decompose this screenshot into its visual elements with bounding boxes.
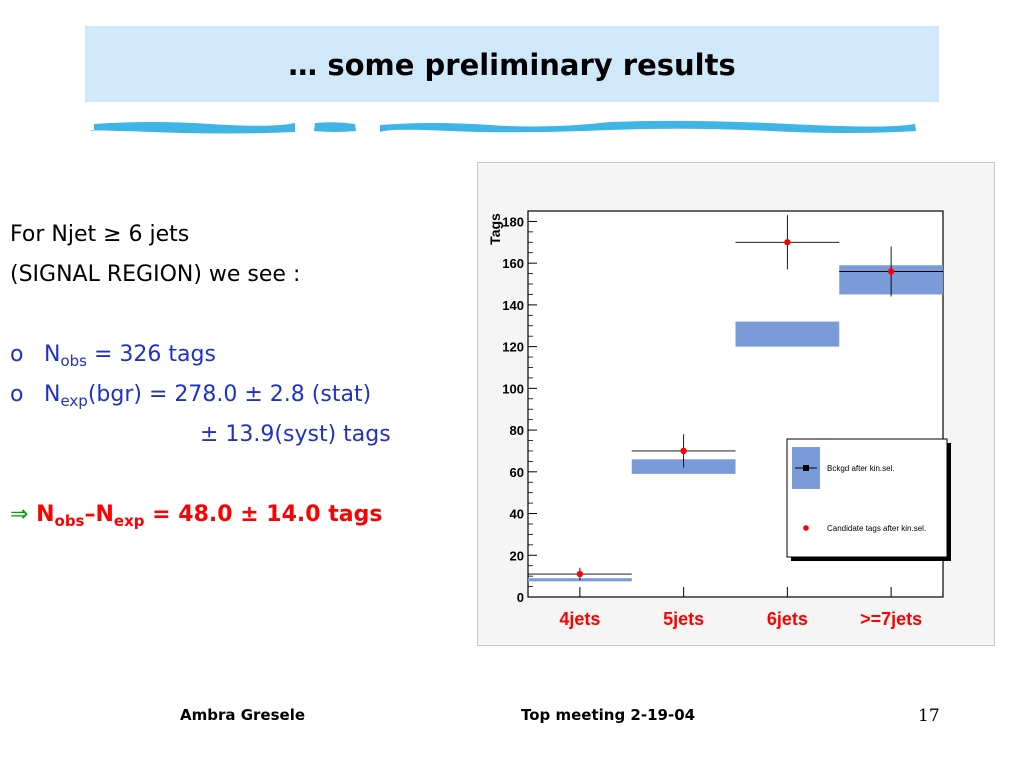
n-symbol: N [28,502,55,527]
y-tick-label: 20 [510,548,524,563]
x-tick-label: 4jets [559,609,600,629]
implies-arrow: ⇒ [10,502,29,527]
y-tick-label: 60 [510,465,524,480]
n-symbol: N [44,382,61,407]
y-tick-label: 40 [510,507,524,522]
data-point [887,268,895,275]
bullet-n-obs: o Nobs = 326 tags [10,335,391,375]
y-axis-label: Tags [487,213,503,245]
subscript: exp [60,392,88,410]
page-number: 17 [918,706,940,726]
legend-square-marker [803,465,809,471]
slide-title: … some preliminary results [288,48,736,82]
n-symbol: N [44,342,61,367]
y-tick-label: 160 [502,256,524,271]
chart-panel: 0 20 40 60 80 100 120 140 160 180 Tags 4jets 5jets 6j… [477,162,995,646]
text-line: (SIGNAL REGION) we see : [10,262,301,287]
result-text: = 48.0 ± 14.0 tags [144,502,383,527]
bullet-marker: o [10,342,24,367]
bullet-marker: o [10,382,24,407]
y-tick-label: 80 [510,423,524,438]
y-tick-label: 140 [502,298,524,313]
candidate-points [528,215,943,581]
bullet-text: (bgr) = 278.0 ± 2.8 (stat) [87,382,372,407]
result-line: ⇒ Nobs–Nexp = 48.0 ± 14.0 tags [10,495,391,535]
subscript: obs [60,352,87,370]
spacer-line [10,295,391,335]
legend-label: Candidate tags after kin.sel. [827,524,926,533]
data-point [784,239,791,246]
footer-author: Ambra Gresele [180,706,306,724]
bullet-n-exp: o Nexp(bgr) = 278.0 ± 2.8 (stat) [10,375,391,415]
minus-n: –N [84,502,114,527]
bullet-text: = 326 tags [86,342,216,367]
subscript: obs [54,512,85,530]
data-point [680,447,687,455]
legend-label: Bckgd after kin.sel. [827,464,895,473]
chart-legend: Bckgd after kin.sel. Candidate tags after… [786,438,951,561]
subscript: exp [113,512,145,530]
background-band [735,321,840,347]
syst-line: ± 13.9(syst) tags [200,422,391,447]
title-banner: … some preliminary results [85,26,939,102]
y-tick-label: 100 [502,381,524,396]
slide-body: For Njet ≥ 6 jets (SIGNAL REGION) we see… [10,215,391,535]
brush-stroke-decoration [90,120,916,134]
data-point [576,570,584,578]
x-tick-label: >=7jets [860,609,922,629]
y-tick-label: 180 [502,214,524,229]
footer-meeting: Top meeting 2-19-04 [521,706,696,724]
y-tick-label: 120 [502,340,524,355]
text-line: For Njet ≥ 6 jets [10,222,190,247]
x-tick-label: 6jets [767,609,808,629]
x-tick-label: 5jets [663,609,704,629]
spacer-line [10,455,391,495]
legend-point-marker [803,525,809,531]
y-tick-label: 0 [517,590,524,605]
